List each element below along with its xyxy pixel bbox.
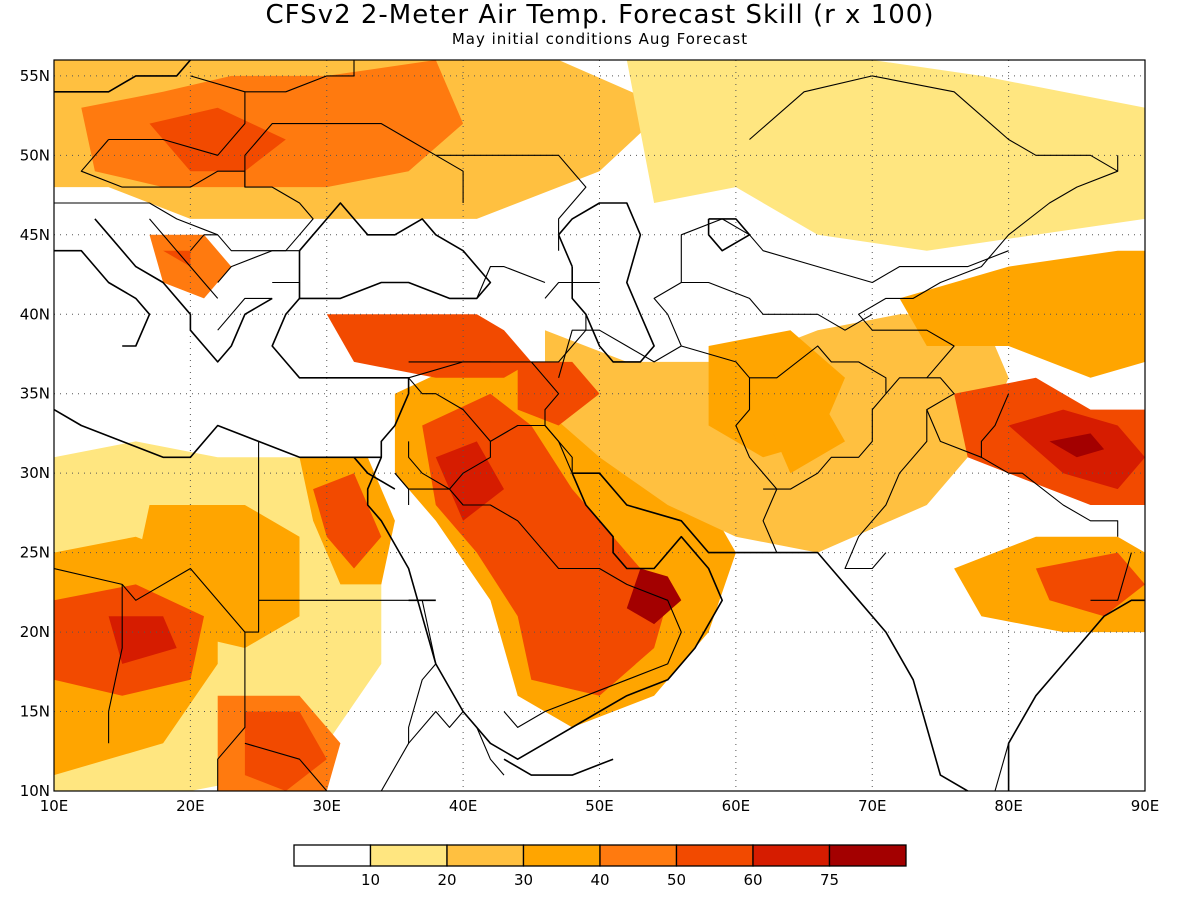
coastline-7 [54, 249, 151, 347]
border-5 [189, 234, 218, 252]
coastline-3 [1007, 599, 1145, 791]
coastline-6 [94, 218, 273, 363]
colorbar-swatch-2 [446, 844, 525, 867]
coastline-4 [298, 202, 492, 300]
lon-label-50E: 50E [585, 797, 614, 815]
plot-area [53, 59, 1146, 792]
latitude-labels: 10N 15N 20N 25N 30N 35N 40N 45N 50N 55N [20, 67, 50, 800]
colorbar-swatch-1 [369, 844, 448, 867]
coastline-10 [707, 218, 751, 252]
lat-label-50N: 50N [20, 146, 50, 164]
coastline-1 [366, 456, 969, 791]
border-19 [858, 155, 1119, 379]
border-23 [476, 266, 546, 299]
coastline-0 [54, 297, 410, 459]
skill-region-12 [244, 711, 327, 791]
lon-label-70E: 70E [858, 797, 887, 815]
lon-label-10E: 10E [40, 797, 69, 815]
lat-label-25N: 25N [20, 544, 50, 562]
chart-title: CFSv2 2-Meter Air Temp. Forecast Skill (… [265, 0, 935, 30]
colorbar-label-30: 30 [514, 871, 533, 889]
colorbar-swatch-3 [522, 844, 601, 867]
colorbar-label-60: 60 [743, 871, 762, 889]
border-0 [108, 75, 246, 156]
colorbar-label-40: 40 [590, 871, 609, 889]
border-18 [980, 393, 1010, 458]
border-34 [462, 711, 505, 776]
border-20 [653, 281, 873, 347]
colorbar-label-20: 20 [437, 871, 456, 889]
border-3 [244, 60, 355, 93]
border-7 [272, 281, 301, 299]
skill-region-21 [763, 393, 845, 474]
border-24 [435, 154, 587, 251]
skill-region-24 [899, 250, 1145, 378]
border-32 [244, 710, 464, 791]
colorbar-label-75: 75 [820, 871, 839, 889]
border-4 [217, 250, 300, 283]
coastline-9 [557, 202, 655, 363]
colorbar-swatch-0 [293, 844, 372, 867]
colorbar-swatch-6 [752, 844, 831, 867]
chart-subtitle: May initial conditions Aug Forecast [451, 30, 749, 48]
skill-region-18 [626, 568, 682, 625]
lat-label-10N: 10N [20, 782, 50, 800]
lat-label-30N: 30N [20, 464, 50, 482]
skill-region-17 [435, 441, 504, 521]
lon-label-40E: 40E [449, 797, 478, 815]
skill-region-2 [149, 107, 286, 172]
coastline-12 [503, 758, 614, 776]
border-14 [558, 329, 778, 553]
border-16 [844, 377, 955, 570]
border-9 [408, 314, 587, 363]
coastline-2 [353, 456, 396, 490]
colorbar: 10 20 30 40 50 60 75 [293, 844, 907, 889]
skill-region-4 [163, 250, 191, 267]
border-36 [1090, 552, 1132, 601]
border-layer [54, 60, 1132, 791]
coastline-layer [54, 60, 1145, 791]
coastline-8 [54, 60, 192, 93]
border-8 [217, 297, 273, 331]
plot-frame [53, 59, 1146, 792]
longitude-labels: 10E 20E 30E 40E 50E 60E 70E 80E 90E [40, 797, 1160, 815]
border-31 [108, 584, 123, 744]
lat-label-35N: 35N [20, 385, 50, 403]
border-1 [54, 139, 314, 252]
lat-label-15N: 15N [20, 703, 50, 721]
lat-label-20N: 20N [20, 623, 50, 641]
border-33 [408, 600, 437, 744]
border-22 [544, 281, 600, 299]
border-21 [680, 218, 1009, 284]
lon-label-90E: 90E [1131, 797, 1160, 815]
lon-label-20E: 20E [176, 797, 205, 815]
border-6 [149, 218, 219, 299]
colorbar-swatch-4 [599, 844, 678, 867]
skill-region-10 [108, 616, 177, 664]
colorbar-label-10: 10 [361, 871, 380, 889]
border-2 [244, 123, 464, 203]
border-13 [530, 361, 573, 474]
border-25 [749, 75, 1118, 172]
colorbar-swatch-7 [828, 844, 907, 867]
border-26 [408, 441, 682, 728]
lon-label-80E: 80E [994, 797, 1023, 815]
colorbar-label-50: 50 [667, 871, 686, 889]
skill-region-14 [313, 473, 382, 569]
lat-label-55N: 55N [20, 67, 50, 85]
lon-label-30E: 30E [312, 797, 341, 815]
border-11 [408, 361, 491, 379]
lat-label-40N: 40N [20, 305, 50, 323]
border-30 [54, 567, 246, 633]
lon-label-60E: 60E [722, 797, 751, 815]
colorbar-swatch-5 [675, 844, 754, 867]
border-27 [394, 472, 410, 505]
lat-label-45N: 45N [20, 226, 50, 244]
border-35 [994, 743, 1010, 791]
skill-region-5 [626, 60, 1145, 251]
skill-region-27 [1049, 433, 1105, 458]
border-15 [749, 345, 887, 490]
border-17 [926, 409, 1119, 537]
